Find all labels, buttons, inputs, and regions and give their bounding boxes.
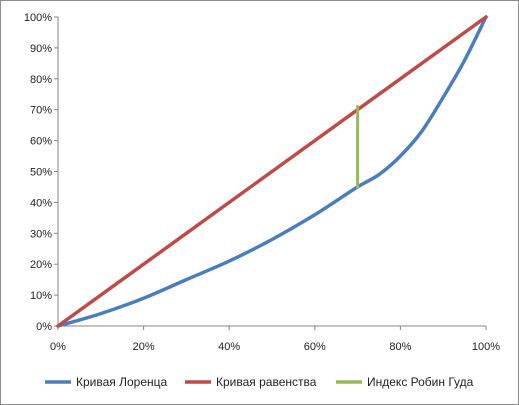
x-tick-label: 80% [389, 341, 411, 353]
y-tick-label: 10% [30, 290, 52, 302]
x-axis-ticks: 0% 20% 40% 60% 80% 100% [50, 326, 500, 353]
legend: Кривая Лоренца Кривая равенства Индекс Роб… [45, 375, 474, 389]
y-tick-label: 60% [30, 136, 52, 148]
y-tick-label: 70% [30, 105, 52, 117]
legend-label-robin-hood-index-line: Индекс Робин Гуда [367, 375, 474, 389]
y-tick-label: 90% [30, 43, 52, 55]
lorenz-curve [56, 15, 488, 328]
y-tick-label: 20% [30, 259, 52, 271]
y-tick-label: 0% [36, 321, 52, 333]
y-tick-label: 30% [30, 228, 52, 240]
x-tick-label: 20% [133, 341, 155, 353]
x-tick-label: 40% [218, 341, 240, 353]
series-layer [56, 15, 488, 328]
legend-label-equality-line: Кривая равенства [216, 375, 317, 389]
x-tick-label: 0% [50, 341, 66, 353]
y-tick-label: 50% [30, 167, 52, 179]
legend-label-lorenz-curve: Кривая Лоренца [76, 375, 168, 389]
y-tick-label: 80% [30, 74, 52, 86]
x-tick-label: 100% [472, 341, 500, 353]
equality-line [56, 15, 488, 328]
y-axis-ticks: 0% 10% 20% 30% 40% 50% 60% 70% 80% 90% 100% [24, 12, 58, 333]
x-tick-label: 60% [304, 341, 326, 353]
y-tick-label: 100% [24, 12, 52, 24]
y-tick-label: 40% [30, 197, 52, 209]
